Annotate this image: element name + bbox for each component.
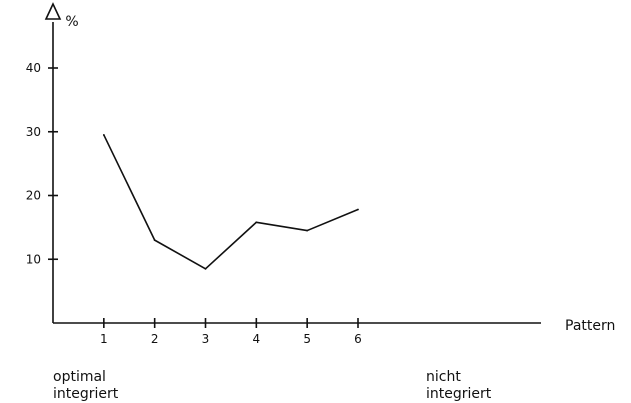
x-tick-label: 6 <box>354 332 362 346</box>
series-line <box>103 134 359 270</box>
annotation-optimal: optimal <box>53 369 106 385</box>
data-point <box>102 134 105 136</box>
x-axis-title: Pattern <box>565 318 615 334</box>
y-tick-label: 20 <box>26 189 41 203</box>
annotation-integriert-right: integriert <box>426 386 492 402</box>
y-ticks: 10 20 30 40 <box>26 61 58 266</box>
x-tick-label: 4 <box>253 332 261 346</box>
axes <box>44 2 541 324</box>
x-tick-label: 2 <box>151 332 159 346</box>
series <box>102 134 359 270</box>
data-point <box>153 239 156 242</box>
data-point <box>204 267 207 270</box>
y-axis-title: % <box>65 14 78 30</box>
x-ticks: 1 2 3 4 5 6 <box>100 318 362 346</box>
x-tick-label: 1 <box>100 332 108 346</box>
y-tick-label: 40 <box>26 61 41 75</box>
data-point <box>255 221 258 224</box>
data-point <box>306 229 309 232</box>
y-axis-arrow-icon <box>44 2 62 20</box>
x-tick-label: 5 <box>303 332 311 346</box>
x-tick-label: 3 <box>202 332 210 346</box>
annotation-nicht: nicht <box>426 369 461 385</box>
y-tick-label: 10 <box>26 252 41 266</box>
y-tick-label: 30 <box>26 125 41 139</box>
annotation-integriert-left: integriert <box>53 386 119 402</box>
data-point <box>357 208 359 211</box>
